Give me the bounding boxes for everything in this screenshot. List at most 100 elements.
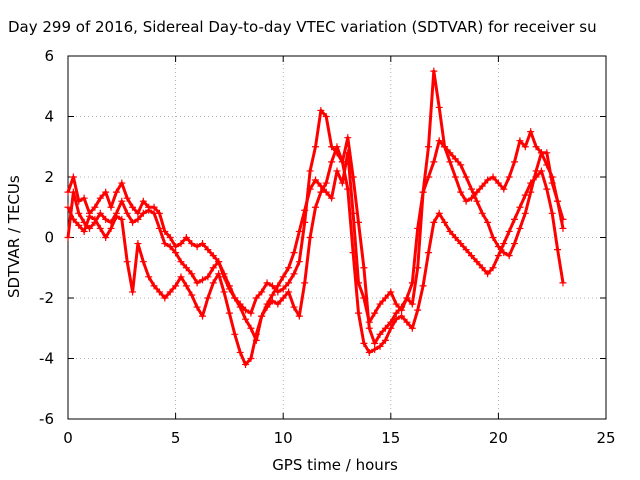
- data-point: [252, 294, 260, 302]
- data-point: [91, 203, 99, 211]
- data-point: [209, 279, 217, 287]
- data-point: [532, 143, 540, 151]
- data-point: [489, 173, 497, 181]
- data-point: [112, 188, 120, 196]
- data-point: [419, 188, 427, 196]
- data-point: [177, 273, 185, 281]
- data-point: [215, 258, 223, 266]
- data-point: [209, 252, 217, 260]
- x-tick-label: 25: [596, 429, 615, 447]
- data-point: [279, 294, 287, 302]
- data-point: [478, 209, 486, 217]
- data-points: [64, 67, 567, 369]
- data-point: [134, 215, 142, 223]
- data-point: [166, 234, 174, 241]
- data-point: [355, 218, 363, 226]
- data-point: [274, 300, 282, 308]
- data-point: [398, 312, 406, 320]
- data-point: [155, 224, 163, 232]
- data-point: [295, 312, 303, 320]
- data-point: [349, 173, 357, 181]
- data-point: [322, 179, 330, 187]
- data-point: [446, 158, 454, 166]
- data-point: [86, 224, 94, 232]
- data-point: [322, 113, 330, 120]
- data-point: [559, 215, 567, 223]
- data-point: [371, 345, 379, 353]
- data-point: [360, 264, 368, 272]
- data-point: [139, 258, 147, 266]
- data-point: [376, 300, 384, 308]
- x-tick-label: 20: [489, 429, 508, 447]
- data-point: [559, 279, 567, 287]
- data-point: [199, 312, 206, 320]
- y-tick-label: -6: [39, 410, 54, 428]
- data-point: [247, 355, 255, 362]
- data-point: [268, 297, 276, 305]
- x-tick-label: 10: [274, 429, 293, 447]
- data-point: [489, 234, 497, 241]
- data-point: [392, 300, 400, 308]
- data-point: [451, 234, 459, 241]
- data-point: [91, 215, 99, 223]
- data-point: [457, 240, 465, 248]
- data-point: [376, 342, 384, 350]
- data-point: [435, 137, 443, 145]
- data-point: [408, 300, 416, 308]
- data-point: [268, 282, 276, 290]
- data-point: [209, 264, 217, 272]
- data-point: [500, 185, 508, 193]
- data-point: [430, 67, 438, 75]
- data-point: [527, 188, 535, 196]
- data-point: [333, 143, 341, 151]
- y-tick-label: 4: [44, 108, 54, 126]
- data-point: [441, 143, 449, 151]
- data-point: [236, 348, 244, 356]
- data-point: [268, 291, 276, 299]
- data-point: [473, 188, 481, 196]
- data-point: [64, 203, 72, 211]
- data-point: [274, 288, 282, 296]
- data-point: [258, 288, 266, 296]
- data-point: [338, 179, 346, 187]
- data-point: [387, 324, 395, 332]
- data-point: [537, 149, 545, 157]
- chart-title: Day 299 of 2016, Sidereal Day-to-day VTE…: [8, 18, 597, 36]
- data-point: [500, 249, 508, 257]
- data-point: [123, 209, 131, 217]
- data-point: [543, 185, 551, 193]
- data-point: [80, 194, 88, 202]
- data-point: [484, 176, 492, 184]
- data-point: [69, 173, 77, 181]
- y-tick-label: -2: [39, 289, 54, 307]
- data-point: [123, 258, 131, 266]
- data-point: [290, 249, 298, 257]
- data-point: [516, 137, 524, 145]
- data-point: [118, 197, 126, 205]
- data-point: [107, 203, 115, 211]
- data-point: [333, 167, 341, 175]
- data-point: [511, 215, 519, 223]
- data-point: [371, 339, 379, 347]
- data-point: [473, 197, 481, 205]
- data-point: [355, 309, 363, 317]
- x-tick-label: 0: [63, 429, 73, 447]
- data-point: [462, 246, 470, 254]
- data-point: [516, 224, 524, 232]
- data-point: [462, 197, 470, 205]
- data-point: [424, 173, 432, 181]
- data-point: [494, 252, 502, 260]
- data-point: [505, 252, 513, 260]
- data-point: [112, 212, 120, 220]
- data-point: [279, 285, 287, 293]
- data-point: [69, 188, 77, 196]
- data-point: [155, 288, 163, 296]
- data-point: [424, 249, 432, 257]
- data-point: [494, 179, 502, 187]
- data-point: [263, 279, 271, 287]
- data-point: [285, 264, 293, 272]
- data-point: [457, 161, 465, 169]
- data-point: [139, 197, 147, 205]
- data-point: [500, 240, 508, 248]
